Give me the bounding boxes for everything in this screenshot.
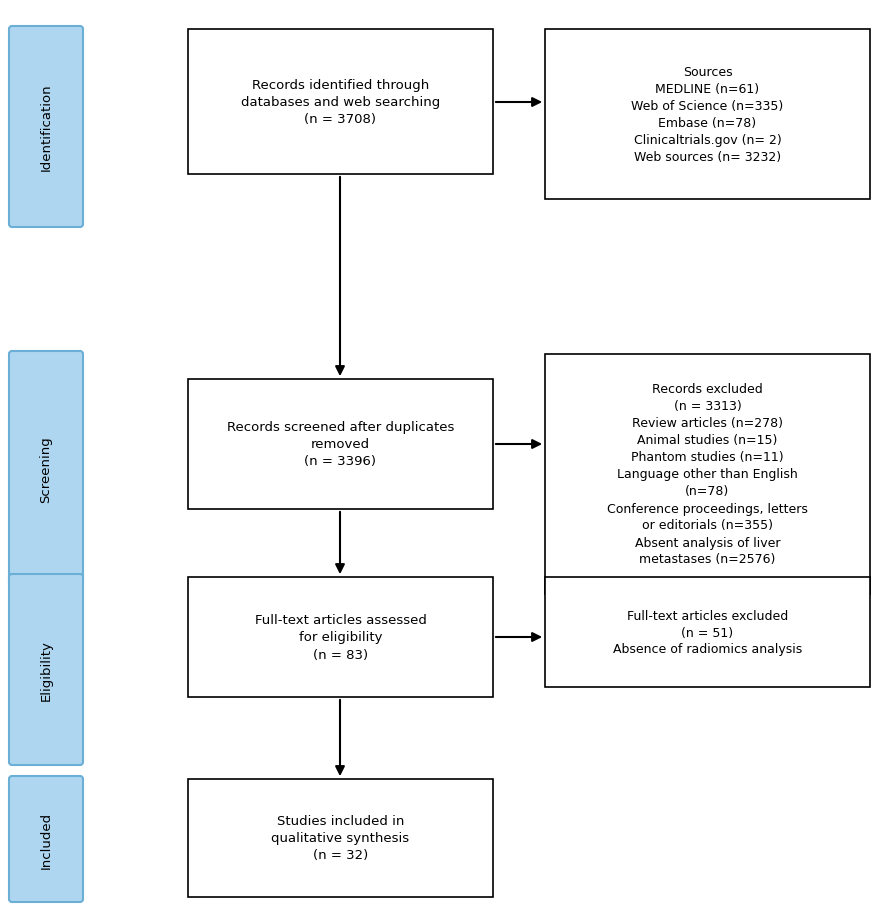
Text: Records excluded
(n = 3313)
Review articles (n=278)
Animal studies (n=15)
Phanto: Records excluded (n = 3313) Review artic… <box>607 383 808 566</box>
Text: Records identified through
databases and web searching
(n = 3708): Records identified through databases and… <box>241 79 440 126</box>
FancyBboxPatch shape <box>9 352 83 587</box>
Text: Full-text articles assessed
for eligibility
(n = 83): Full-text articles assessed for eligibil… <box>254 614 426 661</box>
Text: Eligibility: Eligibility <box>40 640 52 700</box>
FancyBboxPatch shape <box>9 574 83 766</box>
FancyBboxPatch shape <box>188 30 493 175</box>
Text: Identification: Identification <box>40 84 52 171</box>
FancyBboxPatch shape <box>9 777 83 902</box>
FancyBboxPatch shape <box>545 355 870 595</box>
FancyBboxPatch shape <box>545 577 870 687</box>
Text: Records screened after duplicates
removed
(n = 3396): Records screened after duplicates remove… <box>227 421 455 468</box>
FancyBboxPatch shape <box>188 779 493 897</box>
Text: Full-text articles excluded
(n = 51)
Absence of radiomics analysis: Full-text articles excluded (n = 51) Abs… <box>613 608 802 656</box>
Text: Screening: Screening <box>40 437 52 503</box>
FancyBboxPatch shape <box>188 380 493 509</box>
FancyBboxPatch shape <box>545 30 870 199</box>
Text: Studies included in
qualitative synthesis
(n = 32): Studies included in qualitative synthesi… <box>271 814 409 862</box>
FancyBboxPatch shape <box>9 27 83 228</box>
FancyBboxPatch shape <box>188 577 493 698</box>
Text: Included: Included <box>40 811 52 868</box>
Text: Sources
MEDLINE (n=61)
Web of Science (n=335)
Embase (n=78)
Clinicaltrials.gov (: Sources MEDLINE (n=61) Web of Science (n… <box>632 66 783 164</box>
